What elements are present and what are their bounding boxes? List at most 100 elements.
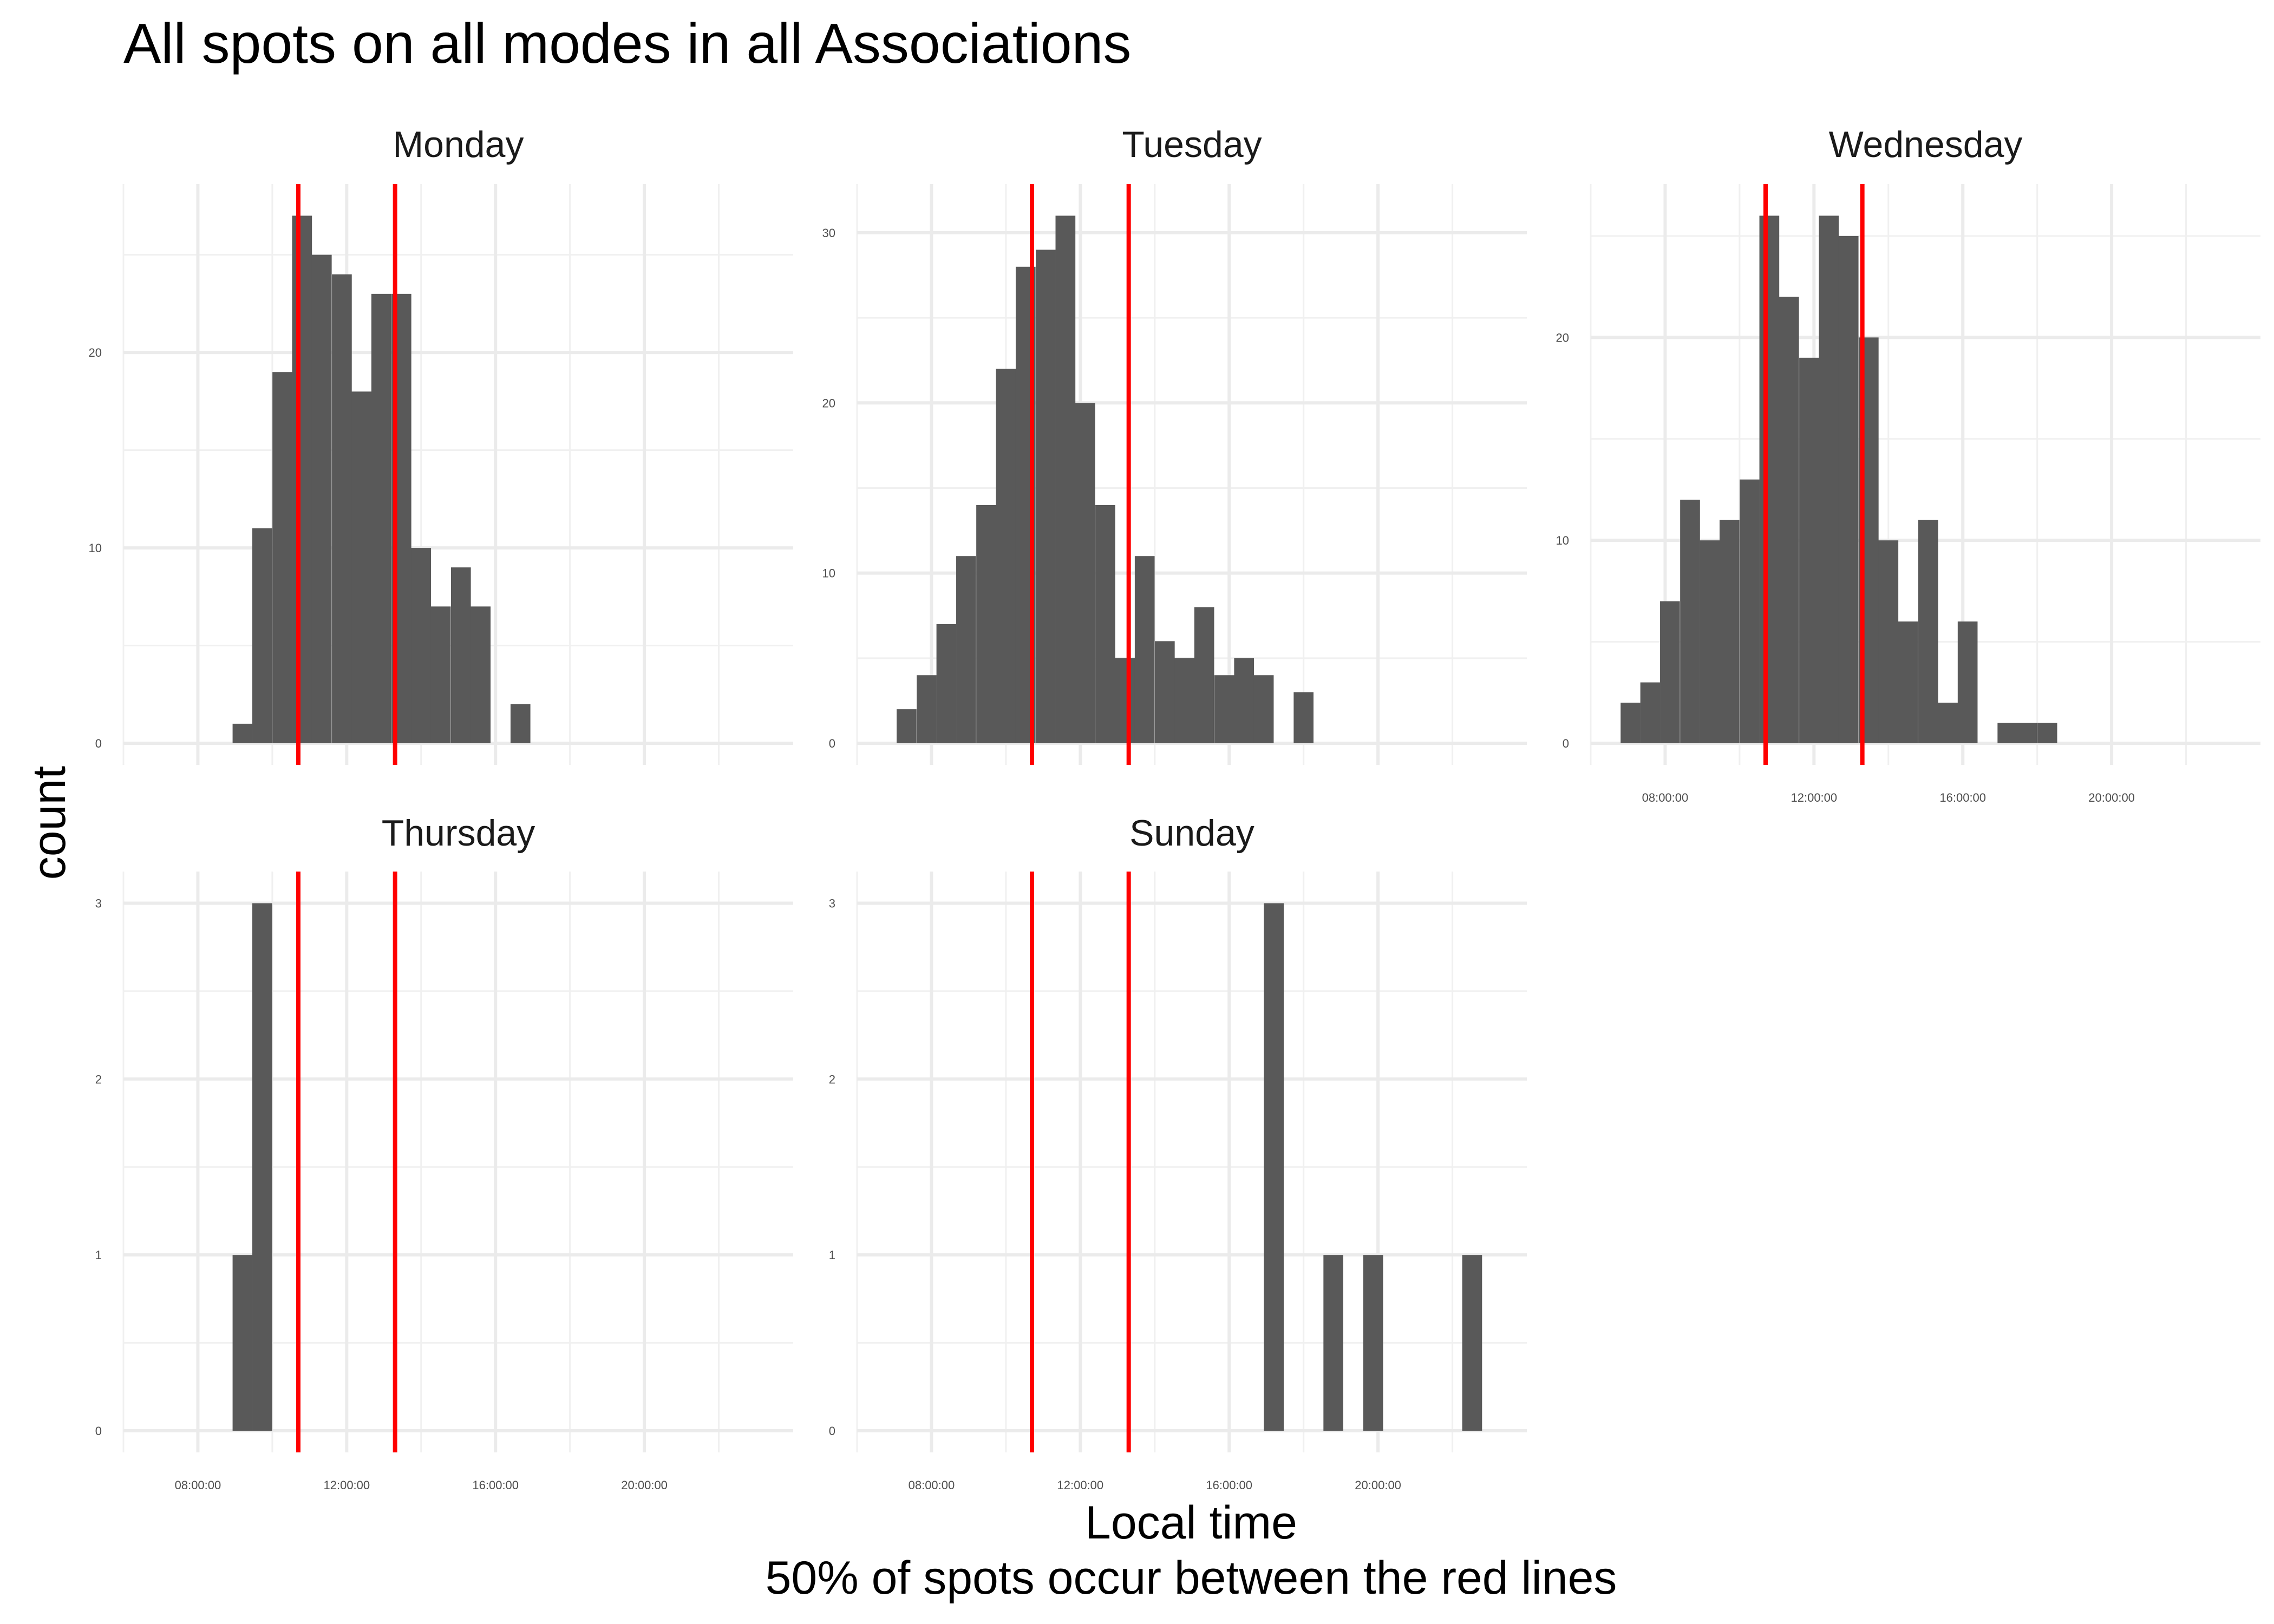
histogram-bar — [272, 372, 292, 743]
x-tick-label: 08:00:00 — [175, 1478, 221, 1492]
histogram-bar — [996, 369, 1016, 743]
y-tick-label: 0 — [829, 1424, 835, 1438]
histogram-bar — [252, 903, 272, 1431]
x-tick-label: 20:00:00 — [621, 1478, 668, 1492]
histogram-bar — [1253, 675, 1274, 743]
histogram-bar — [1720, 520, 1740, 743]
histogram-bar — [252, 528, 272, 743]
histogram-bar — [1878, 540, 1899, 743]
histogram-bar — [292, 215, 312, 744]
facet-strip-label: Sunday — [1129, 813, 1254, 854]
histogram-bar — [1700, 540, 1720, 743]
histogram-bar — [351, 391, 372, 743]
histogram-bar — [1819, 215, 1839, 744]
histogram-bar — [1620, 703, 1641, 743]
x-tick-label: 12:00:00 — [1057, 1478, 1104, 1492]
histogram-bar — [471, 606, 491, 743]
histogram-bar — [1462, 1255, 1482, 1431]
histogram-bar — [917, 675, 937, 743]
histogram-bar — [1938, 703, 1958, 743]
histogram-bar — [1680, 500, 1700, 743]
facet-strip-label: Monday — [393, 124, 524, 165]
histogram-bar — [1095, 505, 1115, 743]
y-tick-label: 3 — [829, 896, 835, 910]
y-tick-label: 1 — [95, 1248, 102, 1262]
histogram-bar — [2017, 723, 2037, 743]
x-tick-label: 16:00:00 — [1206, 1478, 1252, 1492]
histogram-bar — [232, 723, 253, 743]
y-tick-label: 10 — [822, 567, 835, 580]
histogram-bar — [332, 274, 352, 743]
y-tick-label: 20 — [1556, 331, 1569, 344]
histogram-bar — [1660, 601, 1680, 743]
y-tick-label: 0 — [1563, 737, 1569, 750]
y-tick-label: 20 — [89, 346, 102, 359]
panel-tuesday: 0 10 20 30 Tuesday — [822, 124, 1527, 765]
panel-sunday: 0 1 2 3 Sunday 08:00:00 12:00:00 16:00:00 20:00:… — [829, 813, 1527, 1492]
histogram-bar — [1214, 675, 1234, 743]
histogram-bar — [1115, 658, 1135, 743]
histogram-bar — [232, 1255, 253, 1431]
histogram-bar — [956, 556, 976, 743]
histogram-bar — [1779, 297, 1799, 743]
histogram-bar — [1918, 520, 1938, 743]
histogram-bar — [1155, 641, 1175, 743]
histogram-bar — [1740, 479, 1760, 743]
histogram-bar — [1363, 1255, 1383, 1431]
histogram-bar — [1997, 723, 2018, 743]
histogram-bar — [1323, 1255, 1343, 1431]
chart-title: All spots on all modes in all Associatio… — [123, 12, 1131, 75]
facet-strip-label: Wednesday — [1829, 124, 2023, 165]
y-tick-label: 30 — [822, 226, 835, 240]
y-tick-label: 1 — [829, 1248, 835, 1262]
histogram-bar — [430, 606, 451, 743]
histogram-bar — [1799, 357, 1819, 743]
histogram-bar — [450, 567, 471, 743]
panel-wednesday: 0 10 20 Wednesday 08:00:00 12:00:00 16:00:00 20… — [1556, 124, 2260, 804]
panel-monday: 0 10 20 Monday — [89, 124, 793, 765]
histogram-bar — [311, 254, 332, 744]
y-tick-label: 0 — [829, 737, 835, 750]
histogram-bar — [1293, 692, 1314, 743]
histogram-bar — [371, 293, 391, 743]
histogram-bar — [411, 548, 432, 743]
histogram-bar — [1838, 235, 1859, 743]
histogram-bar — [897, 709, 917, 743]
chart-caption: 50% of spots occur between the red lines — [766, 1552, 1617, 1604]
histogram-bar — [1640, 682, 1661, 743]
histogram-bar — [1194, 607, 1214, 743]
y-tick-label: 20 — [822, 396, 835, 410]
x-tick-label: 20:00:00 — [2088, 791, 2135, 804]
y-tick-label: 2 — [829, 1072, 835, 1086]
facet-panels: 01020Monday0102030Tuesday01020Wednesday0… — [89, 124, 2260, 1492]
x-tick-label: 20:00:00 — [1355, 1478, 1401, 1492]
histogram-bar — [1134, 556, 1155, 743]
histogram-bar — [936, 624, 957, 743]
x-tick-label: 16:00:00 — [1939, 791, 1986, 804]
histogram-bar — [1898, 621, 1918, 743]
histogram-bar — [1055, 215, 1076, 744]
x-tick-label: 08:00:00 — [909, 1478, 955, 1492]
histogram-bar — [976, 505, 996, 743]
y-tick-label: 3 — [95, 896, 102, 910]
y-tick-label: 10 — [1556, 534, 1569, 547]
panel-thursday: 0 1 2 3 Thursday 08:00:00 12:00:00 16:00:00 20:0… — [95, 813, 793, 1492]
y-tick-label: 0 — [95, 1424, 102, 1438]
histogram-bar — [1759, 215, 1780, 744]
x-axis-label: Local time — [1085, 1497, 1297, 1549]
y-tick-label: 0 — [95, 737, 102, 750]
histogram-bar — [1264, 903, 1284, 1431]
histogram-bar — [2037, 723, 2057, 743]
y-tick-label: 2 — [95, 1072, 102, 1086]
histogram-bar — [1234, 658, 1254, 743]
x-tick-label: 16:00:00 — [472, 1478, 519, 1492]
facet-strip-label: Thursday — [382, 813, 535, 854]
y-axis-label: count — [23, 766, 75, 880]
x-tick-label: 08:00:00 — [1642, 791, 1689, 804]
x-tick-label: 12:00:00 — [324, 1478, 370, 1492]
histogram-bar — [1036, 250, 1056, 743]
x-tick-label: 12:00:00 — [1791, 791, 1838, 804]
y-tick-label: 10 — [89, 541, 102, 555]
